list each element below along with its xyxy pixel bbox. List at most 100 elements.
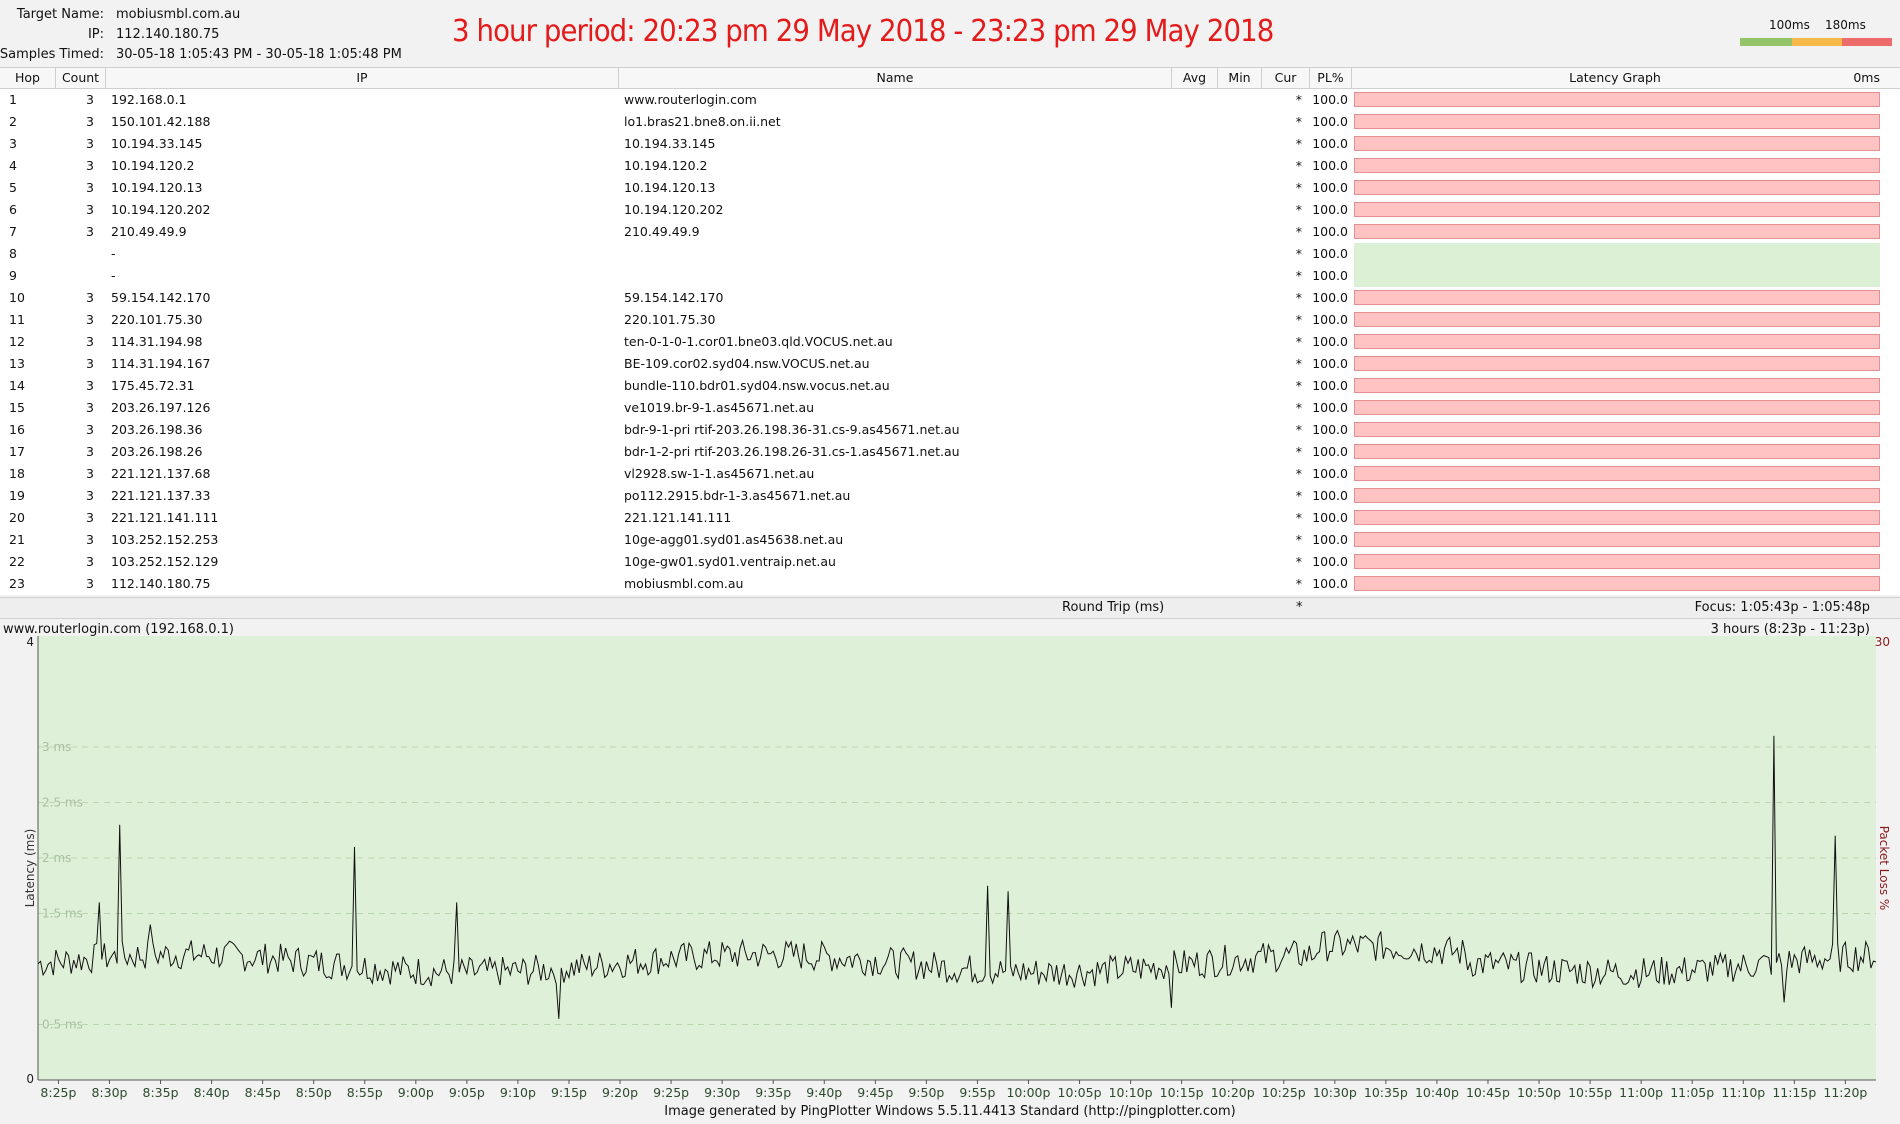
x-tick-label: 10:20p bbox=[1211, 1085, 1255, 1100]
table-row[interactable]: 20 3 221.121.141.111 221.121.141.111 * 100.0 bbox=[0, 507, 1900, 529]
hop-ip: 103.252.152.129 bbox=[111, 554, 219, 569]
x-tick-label: 9:05p bbox=[449, 1085, 485, 1100]
col-avg[interactable]: Avg bbox=[1172, 68, 1218, 88]
col-count[interactable]: Count bbox=[56, 68, 106, 88]
hop-cur: * bbox=[1295, 158, 1302, 173]
table-row[interactable]: 3 3 10.194.33.145 10.194.33.145 * 100.0 bbox=[0, 133, 1900, 155]
table-row[interactable]: 9 - * 100.0 bbox=[0, 265, 1900, 287]
hop-count: 3 bbox=[86, 92, 94, 107]
hop-ip: 114.31.194.167 bbox=[111, 356, 211, 371]
latency-time-graph[interactable]: 3 ms 2.5 ms 2 ms 1.5 ms 0.5 ms 4 0 Latency (ms)… bbox=[0, 636, 1900, 1102]
hop-cur: * bbox=[1295, 554, 1302, 569]
table-row[interactable]: 21 3 103.252.152.253 10ge-agg01.syd01.as456… bbox=[0, 529, 1900, 551]
table-row[interactable]: 2 3 150.101.42.188 lo1.bras21.bne8.on.ii.ne… bbox=[0, 111, 1900, 133]
x-tick-label: 8:50p bbox=[296, 1085, 332, 1100]
table-row[interactable]: 18 3 221.121.137.68 vl2928.sw-1-1.as45671.n… bbox=[0, 463, 1900, 485]
table-header: Hop Count IP Name Avg Min Cur PL% Latenc… bbox=[0, 67, 1900, 89]
hop-number: 7 bbox=[9, 224, 17, 239]
table-row[interactable]: 14 3 175.45.72.31 bundle-110.bdr01.syd04.ns… bbox=[0, 375, 1900, 397]
x-tick-label: 10:50p bbox=[1517, 1085, 1561, 1100]
hop-count: 3 bbox=[86, 158, 94, 173]
hop-name: 10.194.120.2 bbox=[624, 158, 708, 173]
hop-name: 10ge-gw01.syd01.ventraip.net.au bbox=[624, 554, 836, 569]
hop-count: 3 bbox=[86, 488, 94, 503]
round-trip-label: Round Trip (ms) bbox=[1062, 600, 1165, 615]
table-row[interactable]: 22 3 103.252.152.129 10ge-gw01.syd01.ventra… bbox=[0, 551, 1900, 573]
table-row[interactable]: 5 3 10.194.120.13 10.194.120.13 * 100.0 bbox=[0, 177, 1900, 199]
table-row[interactable]: 17 3 203.26.198.26 bdr-1-2-pri rtif-203.26.… bbox=[0, 441, 1900, 463]
x-tick-label: 10:45p bbox=[1466, 1085, 1510, 1100]
x-tick-label: 11:10p bbox=[1721, 1085, 1765, 1100]
hop-packet-loss: 100.0 bbox=[1312, 136, 1348, 151]
col-latency-graph[interactable]: Latency Graph bbox=[1352, 68, 1878, 88]
hop-packet-loss: 100.0 bbox=[1312, 466, 1348, 481]
col-cur[interactable]: Cur bbox=[1262, 68, 1310, 88]
hop-count: 3 bbox=[86, 400, 94, 415]
table-row[interactable]: 15 3 203.26.197.126 ve1019.br-9-1.as45671.n… bbox=[0, 397, 1900, 419]
table-row[interactable]: 8 - * 100.0 bbox=[0, 243, 1900, 265]
table-row[interactable]: 19 3 221.121.137.33 po112.2915.bdr-1-3.as45… bbox=[0, 485, 1900, 507]
hop-count: 3 bbox=[86, 554, 94, 569]
col-min[interactable]: Min bbox=[1218, 68, 1262, 88]
table-row[interactable]: 16 3 203.26.198.36 bdr-9-1-pri rtif-203.26.… bbox=[0, 419, 1900, 441]
y2-tick-top: 30 bbox=[1875, 636, 1890, 649]
hop-packet-loss: 100.0 bbox=[1312, 224, 1348, 239]
col-name[interactable]: Name bbox=[619, 68, 1172, 88]
hop-number: 18 bbox=[9, 466, 25, 481]
table-row[interactable]: 4 3 10.194.120.2 10.194.120.2 * 100.0 bbox=[0, 155, 1900, 177]
hop-ip: 221.121.141.111 bbox=[111, 510, 219, 525]
col-graph-0ms: 0ms bbox=[1853, 70, 1880, 85]
hop-name: 10ge-agg01.syd01.as45638.net.au bbox=[624, 532, 844, 547]
col-ip[interactable]: IP bbox=[106, 68, 619, 88]
hop-count: 3 bbox=[86, 532, 94, 547]
hop-cur: * bbox=[1295, 136, 1302, 151]
table-row[interactable]: 13 3 114.31.194.167 BE-109.cor02.syd04.nsw.… bbox=[0, 353, 1900, 375]
table-row[interactable]: 6 3 10.194.120.202 10.194.120.202 * 100.0 bbox=[0, 199, 1900, 221]
y-axis-label: Latency (ms) bbox=[23, 829, 37, 908]
hop-count: 3 bbox=[86, 334, 94, 349]
hop-count: 3 bbox=[86, 444, 94, 459]
scale-bar-bad bbox=[1842, 38, 1892, 46]
hop-number: 21 bbox=[9, 532, 25, 547]
hop-count: 3 bbox=[86, 378, 94, 393]
period-annotation: 3 hour period: 20:23 pm 29 May 2018 - 23… bbox=[452, 14, 1274, 49]
hop-latency-bar bbox=[1354, 422, 1880, 437]
hop-name: www.routerlogin.com bbox=[624, 92, 757, 107]
y-tick-top: 4 bbox=[26, 636, 34, 649]
table-row[interactable]: 12 3 114.31.194.98 ten-0-1-0-1.cor01.bne03.… bbox=[0, 331, 1900, 353]
col-pl[interactable]: PL% bbox=[1310, 68, 1352, 88]
x-tick-label: 9:15p bbox=[551, 1085, 587, 1100]
y-tick-bottom: 0 bbox=[26, 1072, 34, 1086]
hop-latency-bar bbox=[1354, 114, 1880, 129]
hop-latency-bar bbox=[1354, 554, 1880, 569]
summary-header: Target Name: mobiusmbl.com.au IP: 112.14… bbox=[0, 0, 1900, 67]
table-row[interactable]: 23 3 112.140.180.75 mobiusmbl.com.au * 100.0 bbox=[0, 573, 1900, 595]
samples-value: 30-05-18 1:05:43 PM - 30-05-18 1:05:48 P… bbox=[116, 47, 402, 62]
hop-cur: * bbox=[1295, 312, 1302, 327]
table-row[interactable]: 7 3 210.49.49.9 210.49.49.9 * 100.0 bbox=[0, 221, 1900, 243]
hop-latency-bar bbox=[1354, 334, 1880, 349]
hop-latency-bar bbox=[1354, 444, 1880, 459]
hop-ip: 175.45.72.31 bbox=[111, 378, 195, 393]
col-hop[interactable]: Hop bbox=[0, 68, 56, 88]
latency-scale-legend: 100ms 180ms bbox=[1740, 14, 1892, 48]
hop-cur: * bbox=[1295, 202, 1302, 217]
hop-cur: * bbox=[1295, 444, 1302, 459]
hop-latency-bar bbox=[1354, 158, 1880, 173]
hop-latency-bar bbox=[1354, 312, 1880, 327]
hop-count: 3 bbox=[86, 466, 94, 481]
table-row[interactable]: 11 3 220.101.75.30 220.101.75.30 * 100.0 bbox=[0, 309, 1900, 331]
hop-cur: * bbox=[1295, 180, 1302, 195]
hop-ip: 221.121.137.33 bbox=[111, 488, 211, 503]
hop-packet-loss: 100.0 bbox=[1312, 510, 1348, 525]
hop-cur: * bbox=[1295, 246, 1302, 261]
hop-number: 17 bbox=[9, 444, 25, 459]
hop-latency-bar bbox=[1354, 290, 1880, 305]
table-row[interactable]: 10 3 59.154.142.170 59.154.142.170 * 100.0 bbox=[0, 287, 1900, 309]
hop-cur: * bbox=[1295, 92, 1302, 107]
hop-number: 23 bbox=[9, 576, 25, 591]
hop-packet-loss: 100.0 bbox=[1312, 290, 1348, 305]
table-row[interactable]: 1 3 192.168.0.1 www.routerlogin.com * 100.0 bbox=[0, 89, 1900, 111]
ip-value: 112.140.180.75 bbox=[116, 27, 220, 42]
footer-credit: Image generated by PingPlotter Windows 5… bbox=[664, 1104, 1236, 1119]
